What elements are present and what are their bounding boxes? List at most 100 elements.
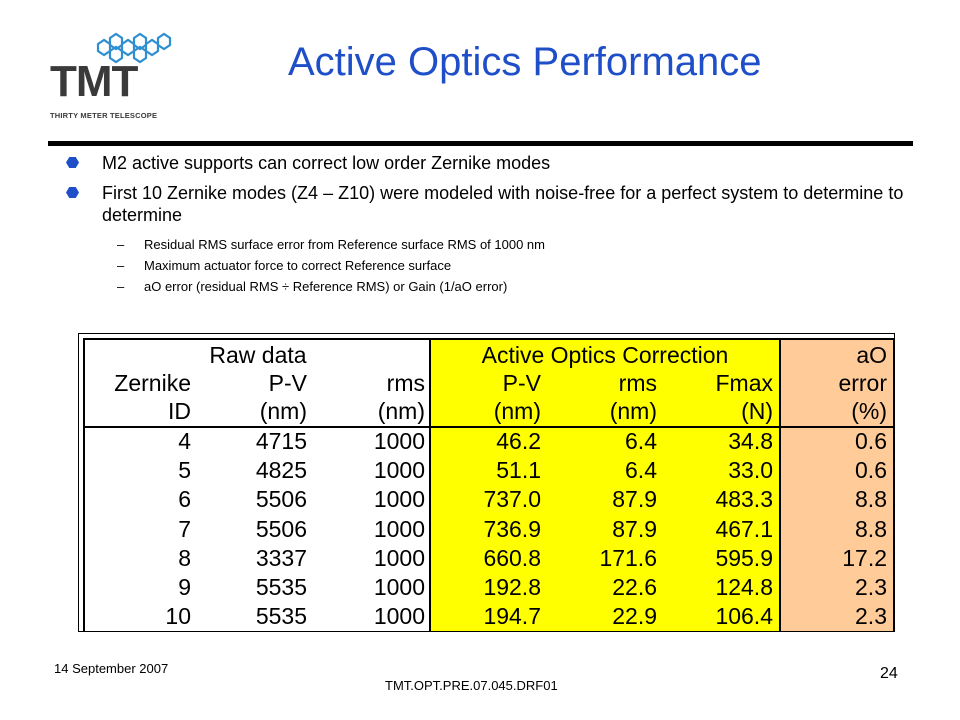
sub-bullet-item: – Residual RMS surface error from Refere… — [62, 234, 922, 255]
active-optics-column-shading — [431, 338, 779, 631]
title-divider — [48, 141, 913, 146]
column-header-unit: ID — [168, 398, 191, 424]
table-cell: 9 — [178, 574, 191, 600]
table-cell: 192.8 — [483, 574, 541, 600]
table-cell: 171.6 — [599, 544, 657, 571]
dash-bullet-icon: – — [117, 258, 125, 273]
table-cell: 46.2 — [496, 428, 541, 454]
logo-subtitle: THIRTY METER TELESCOPE — [50, 111, 158, 120]
correction-divider — [779, 338, 781, 631]
footer-doc-id: TMT.OPT.PRE.07.045.DRF01 — [385, 678, 558, 693]
column-header-unit: (nm) — [609, 398, 657, 424]
table-cell: 1000 — [373, 544, 425, 571]
column-header: P-V — [502, 370, 541, 396]
table-cell: 8.8 — [855, 486, 887, 513]
column-header-unit: (nm) — [493, 398, 541, 424]
table-cell: 124.8 — [715, 574, 773, 600]
table-cell: 5 — [178, 457, 191, 484]
table-right-border — [893, 338, 894, 631]
table-cell: 483.3 — [715, 486, 773, 513]
bullet-item: First 10 Zernike modes (Z4 – Z10) were m… — [62, 182, 922, 226]
column-header-unit: (%) — [851, 398, 887, 424]
table-cell: 8.8 — [855, 515, 887, 542]
table-cell: 194.7 — [483, 603, 541, 630]
hexagon-bullet-icon — [66, 157, 79, 168]
table-cell: 7 — [178, 515, 191, 542]
table-cell: 1000 — [373, 486, 425, 513]
sub-bullet-text: Residual RMS surface error from Referenc… — [144, 237, 545, 252]
column-header: error — [838, 370, 887, 396]
sub-bullet-item: – aO error (residual RMS ÷ Reference RMS… — [62, 276, 922, 297]
bullet-text: M2 active supports can correct low order… — [102, 153, 551, 173]
table-cell: 22.9 — [612, 603, 657, 630]
column-header-unit: (nm) — [377, 398, 425, 424]
sub-bullet-item: – Maximum actuator force to correct Refe… — [62, 255, 922, 276]
table-cell: 467.1 — [715, 515, 773, 542]
table-cell: 22.6 — [612, 574, 657, 600]
sub-bullet-text: Maximum actuator force to correct Refere… — [144, 258, 452, 273]
column-header: P-V — [268, 370, 307, 396]
slide-title: Active Optics Performance — [288, 40, 762, 84]
table-left-border — [83, 338, 85, 631]
logo-wordmark: TMT — [50, 57, 138, 106]
table-cell: 4715 — [255, 428, 307, 454]
raw-data-divider — [429, 338, 431, 631]
bullet-text: First 10 Zernike modes (Z4 – Z10) were m… — [102, 183, 904, 225]
table-cell: 6.4 — [625, 428, 657, 454]
table-cell: 1000 — [373, 457, 425, 484]
table-cell: 4825 — [255, 457, 307, 484]
dash-bullet-icon: – — [117, 279, 125, 294]
column-header: Fmax — [715, 370, 774, 396]
table-cell: 17.2 — [842, 544, 887, 571]
table-cell: 4 — [178, 428, 191, 454]
header-divider — [83, 426, 894, 428]
table-top-border — [83, 338, 894, 340]
group-header-raw-data: Raw data — [209, 342, 307, 368]
table-cell: 6 — [178, 486, 191, 513]
table-cell: 87.9 — [612, 515, 657, 542]
table-cell: 660.8 — [483, 544, 541, 571]
table-cell: 5535 — [255, 603, 307, 630]
results-table: Raw data Active Optics Correction aO Zernik… — [78, 333, 895, 632]
table-cell: 6.4 — [625, 457, 657, 484]
dash-bullet-icon: – — [117, 237, 125, 252]
hexagon-bullet-icon — [66, 187, 79, 198]
column-header: Zernike — [114, 370, 191, 396]
bullet-item: M2 active supports can correct low order… — [62, 152, 922, 174]
table-cell: 51.1 — [496, 457, 541, 484]
table-cell: 3337 — [255, 544, 307, 571]
ao-error-column-shading — [781, 338, 894, 631]
table-cell: 736.9 — [483, 515, 541, 542]
table-cell: 8 — [178, 544, 191, 571]
table-cell: 1000 — [373, 428, 425, 454]
group-header-active-optics: Active Optics Correction — [481, 342, 729, 368]
table-cell: 1000 — [373, 515, 425, 542]
table-cell: 1000 — [373, 603, 425, 630]
column-header-unit: (nm) — [259, 398, 307, 424]
table-cell: 0.6 — [855, 428, 887, 454]
table-cell: 737.0 — [483, 486, 541, 513]
table-cell: 5506 — [255, 486, 307, 513]
table-cell: 0.6 — [855, 457, 887, 484]
table-cell: 595.9 — [715, 544, 773, 571]
bullet-list: M2 active supports can correct low order… — [62, 152, 922, 297]
footer-date: 14 September 2007 — [54, 661, 169, 676]
table-cell: 106.4 — [715, 603, 773, 630]
hexagon-cluster-icon — [96, 32, 172, 64]
table-cell: 2.3 — [855, 574, 887, 600]
tmt-logo: TMT THIRTY METER TELESCOPE — [50, 30, 180, 125]
table-cell: 1000 — [373, 574, 425, 600]
table-cell: 33.0 — [728, 457, 773, 484]
group-header-ao: aO — [856, 342, 887, 368]
table-cell: 34.8 — [728, 428, 773, 454]
page-number: 24 — [880, 665, 898, 682]
table-cell: 87.9 — [612, 486, 657, 513]
sub-bullet-text: aO error (residual RMS ÷ Reference RMS) … — [144, 279, 508, 294]
column-header: rms — [386, 370, 425, 396]
table-cell: 5535 — [255, 574, 307, 600]
table-cell: 10 — [165, 603, 191, 630]
column-header-unit: (N) — [741, 398, 773, 424]
table-cell: 2.3 — [855, 603, 887, 630]
table-cell: 5506 — [255, 515, 307, 542]
column-header: rms — [618, 370, 657, 396]
